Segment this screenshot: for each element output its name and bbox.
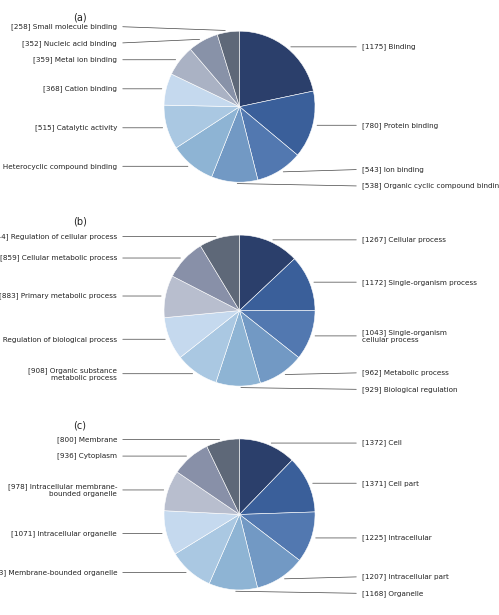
Wedge shape [164, 74, 240, 106]
Text: [1172] Single-organism process: [1172] Single-organism process [314, 279, 477, 285]
Wedge shape [240, 235, 294, 311]
Text: [962] Metabolic process: [962] Metabolic process [285, 370, 449, 376]
Text: [1175] Binding: [1175] Binding [291, 44, 416, 50]
Text: [352] Nucleic acid binding: [352] Nucleic acid binding [22, 39, 200, 47]
Text: [1225] Intracellular: [1225] Intracellular [316, 534, 432, 541]
Text: [359] Metal ion binding: [359] Metal ion binding [33, 57, 176, 63]
Wedge shape [240, 515, 299, 588]
Wedge shape [240, 311, 315, 357]
Wedge shape [240, 31, 313, 106]
Text: [978] Intracellular membrane-
bounded organelle: [978] Intracellular membrane- bounded or… [7, 483, 164, 497]
Wedge shape [207, 439, 240, 515]
Wedge shape [212, 106, 258, 182]
Wedge shape [240, 91, 315, 155]
Wedge shape [172, 49, 240, 106]
Wedge shape [164, 472, 240, 515]
Wedge shape [177, 446, 240, 515]
Wedge shape [172, 246, 240, 311]
Text: [859] Cellular metabolic process: [859] Cellular metabolic process [0, 255, 181, 261]
Wedge shape [201, 235, 240, 311]
Text: [1371] Cell part: [1371] Cell part [313, 480, 419, 486]
Text: [1168] Organelle: [1168] Organelle [236, 590, 423, 597]
Text: [844] Regulation of cellular process: [844] Regulation of cellular process [0, 233, 216, 240]
Wedge shape [164, 105, 240, 148]
Text: [936] Cytoplasm: [936] Cytoplasm [57, 453, 187, 459]
Text: [538] Organic cyclic compound binding: [538] Organic cyclic compound binding [237, 183, 499, 189]
Wedge shape [191, 34, 240, 106]
Wedge shape [175, 515, 240, 584]
Text: (c): (c) [73, 420, 86, 430]
Text: [893] Regulation of biological process: [893] Regulation of biological process [0, 336, 165, 343]
Wedge shape [176, 106, 240, 177]
Wedge shape [240, 106, 297, 180]
Text: [1043] Single-organism
cellular process: [1043] Single-organism cellular process [315, 329, 447, 343]
Wedge shape [240, 512, 315, 560]
Wedge shape [240, 259, 315, 311]
Text: [883] Primary metabolic process: [883] Primary metabolic process [0, 293, 161, 300]
Wedge shape [240, 311, 299, 383]
Text: [908] Organic substance
metabolic process: [908] Organic substance metabolic proces… [28, 367, 193, 381]
Wedge shape [209, 515, 257, 590]
Text: [1372] Cell: [1372] Cell [271, 440, 402, 446]
Wedge shape [180, 311, 240, 383]
Text: [1267] Cellular process: [1267] Cellular process [273, 237, 446, 244]
Text: [1207] Intracellular part: [1207] Intracellular part [284, 573, 449, 580]
Text: (a): (a) [73, 12, 87, 22]
Text: [258] Small molecule binding: [258] Small molecule binding [11, 23, 225, 30]
Text: [1083] Membrane-bounded organelle: [1083] Membrane-bounded organelle [0, 569, 186, 576]
Wedge shape [164, 510, 240, 554]
Text: [800] Membrane: [800] Membrane [57, 436, 220, 443]
Text: [543] Ion binding: [543] Ion binding [283, 166, 424, 173]
Wedge shape [164, 276, 240, 318]
Wedge shape [217, 31, 240, 106]
Text: [532] Heterocyclic compound binding: [532] Heterocyclic compound binding [0, 163, 188, 170]
Text: [929] Biological regulation: [929] Biological regulation [241, 386, 458, 393]
Text: [368] Cation binding: [368] Cation binding [43, 85, 162, 92]
Text: [1071] Intracellular organelle: [1071] Intracellular organelle [11, 530, 162, 537]
Text: [515] Catalytic activity: [515] Catalytic activity [35, 124, 163, 131]
Text: [780] Protein binding: [780] Protein binding [317, 122, 438, 129]
Wedge shape [164, 311, 240, 357]
Text: (b): (b) [73, 216, 87, 226]
Wedge shape [240, 439, 292, 515]
Wedge shape [240, 460, 315, 515]
Wedge shape [216, 311, 260, 386]
